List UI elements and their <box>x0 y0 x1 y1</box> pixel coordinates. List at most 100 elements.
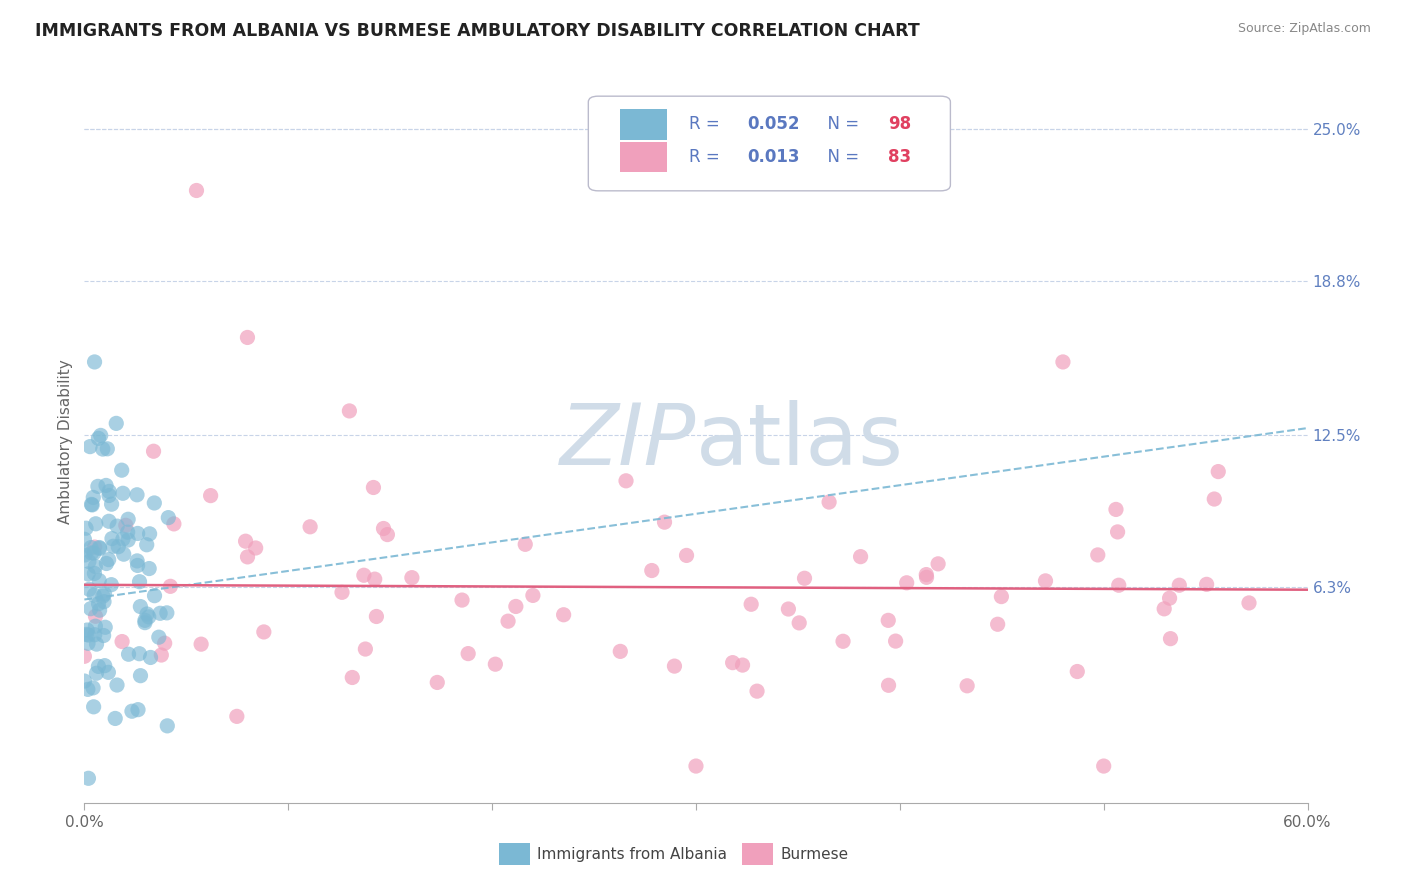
Point <box>91 589 114 603</box>
Point <box>927 557 949 571</box>
Point <box>956 679 979 693</box>
Point <box>93 628 115 642</box>
Text: N =: N = <box>817 115 865 133</box>
Point <box>156 606 179 620</box>
Point <box>354 642 377 657</box>
Point <box>94 620 117 634</box>
Text: 0.013: 0.013 <box>748 148 800 166</box>
Point <box>121 704 143 718</box>
Point <box>884 634 907 648</box>
Point <box>125 488 148 502</box>
Point <box>87 659 110 673</box>
Point <box>104 711 127 725</box>
Point <box>457 647 479 661</box>
Point <box>1066 665 1088 679</box>
Point <box>98 488 121 502</box>
Point <box>105 678 128 692</box>
Point <box>236 330 259 344</box>
Point <box>101 532 124 546</box>
Point <box>1087 548 1109 562</box>
Point <box>127 703 149 717</box>
Point <box>1160 632 1182 646</box>
Point <box>97 552 120 566</box>
Point <box>79 440 101 454</box>
Point <box>1153 602 1175 616</box>
Point <box>150 648 173 662</box>
Point <box>73 649 96 664</box>
FancyBboxPatch shape <box>620 109 666 139</box>
Text: atlas: atlas <box>696 400 904 483</box>
Point <box>401 571 423 585</box>
Point <box>79 601 101 615</box>
Point <box>127 526 149 541</box>
Point <box>103 539 125 553</box>
Point <box>111 486 134 500</box>
Point <box>97 665 120 680</box>
Point <box>73 674 96 689</box>
Point <box>339 404 361 418</box>
Point <box>77 628 100 642</box>
Point <box>1206 465 1229 479</box>
Point <box>353 568 375 582</box>
Bar <box>499 843 530 865</box>
Point <box>77 555 100 569</box>
Text: R =: R = <box>689 115 724 133</box>
Text: Source: ZipAtlas.com: Source: ZipAtlas.com <box>1237 22 1371 36</box>
Point <box>654 515 676 529</box>
Point <box>86 666 108 681</box>
Point <box>149 607 172 621</box>
Point <box>138 610 160 624</box>
Point <box>364 572 387 586</box>
Point <box>90 428 112 442</box>
Point <box>515 537 537 551</box>
Point <box>112 547 135 561</box>
Point <box>77 566 100 581</box>
Point <box>641 564 664 578</box>
Point <box>84 559 107 574</box>
Text: 98: 98 <box>889 115 911 133</box>
Point <box>1035 574 1057 588</box>
Point <box>363 481 385 495</box>
Point <box>245 541 267 555</box>
Point <box>377 527 399 541</box>
Text: 83: 83 <box>889 148 911 166</box>
Point <box>83 540 105 554</box>
Point <box>609 644 631 658</box>
Text: Burmese: Burmese <box>780 847 848 862</box>
Point <box>111 463 134 477</box>
Point <box>100 497 122 511</box>
Point <box>127 558 149 573</box>
Text: ZIP: ZIP <box>560 400 696 483</box>
Point <box>253 624 276 639</box>
Point <box>1195 577 1218 591</box>
Point <box>84 609 107 624</box>
Point <box>990 590 1012 604</box>
Point <box>664 659 686 673</box>
Point <box>1105 502 1128 516</box>
Point <box>98 484 121 499</box>
Point <box>522 589 544 603</box>
Point <box>87 479 110 493</box>
Point <box>366 609 388 624</box>
Text: Immigrants from Albania: Immigrants from Albania <box>537 847 727 862</box>
Point <box>1168 578 1191 592</box>
Point <box>89 541 111 556</box>
Point <box>82 681 104 695</box>
Point <box>128 647 150 661</box>
Text: N =: N = <box>817 148 865 166</box>
Point <box>818 495 841 509</box>
Point <box>114 518 136 533</box>
Point <box>80 497 103 511</box>
Point <box>505 599 527 614</box>
Text: IMMIGRANTS FROM ALBANIA VS BURMESE AMBULATORY DISABILITY CORRELATION CHART: IMMIGRANTS FROM ALBANIA VS BURMESE AMBUL… <box>35 22 920 40</box>
Bar <box>742 843 773 865</box>
Point <box>342 671 364 685</box>
FancyBboxPatch shape <box>620 142 666 172</box>
Point <box>97 514 120 528</box>
Point <box>235 534 257 549</box>
Point <box>1204 491 1226 506</box>
Point <box>107 540 129 554</box>
Point <box>77 582 100 597</box>
Point <box>721 656 744 670</box>
Point <box>75 627 97 641</box>
